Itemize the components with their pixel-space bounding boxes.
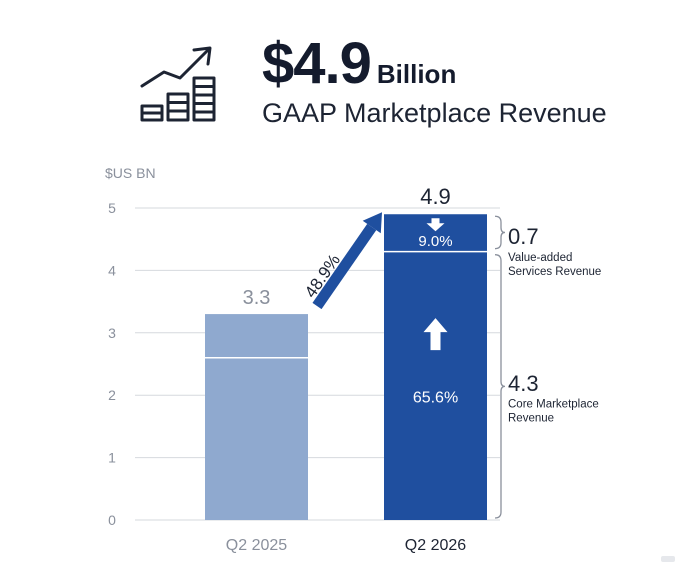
- y-tick-label: 0: [108, 512, 116, 528]
- y-axis-label: $US BN: [105, 165, 156, 181]
- bar: [205, 314, 308, 520]
- bar-total-label: 3.3: [243, 287, 271, 309]
- headline-subtitle: GAAP Marketplace Revenue: [262, 98, 607, 128]
- y-tick-label: 4: [108, 262, 116, 278]
- segment-value-label: 0.7: [508, 224, 539, 249]
- headline-unit: Billion: [376, 59, 457, 89]
- segment-name-label: Core Marketplace: [508, 399, 599, 411]
- headline: $4.9 Billion: [262, 30, 456, 97]
- segment-growth-label: 9.0%: [418, 233, 452, 250]
- corner-mark: [661, 556, 675, 562]
- y-tick-label: 1: [108, 450, 116, 466]
- x-tick-label: Q2 2026: [405, 537, 466, 554]
- brace-core: [494, 254, 506, 519]
- segment-name-label: Services Revenue: [508, 266, 601, 278]
- segment-name-label: Revenue: [508, 412, 554, 424]
- y-tick-label: 5: [108, 200, 116, 216]
- segment-name-label: Value-added: [508, 252, 572, 264]
- growth-arrow-shaft: [312, 223, 377, 310]
- segment-growth-label: 65.6%: [413, 390, 458, 407]
- bar: [384, 214, 487, 520]
- x-tick-label: Q2 2025: [226, 537, 287, 554]
- headline-value: $4.9: [262, 31, 372, 96]
- up-arrow-icon: [423, 318, 448, 351]
- brace-vas: [494, 215, 506, 250]
- bar-total-label: 4.9: [420, 184, 451, 209]
- revenue-chart: $US BN 0 1 2 3 4 5 3.3 Q2 2025 4.9 Q2 2026 9.0% 65.6…: [105, 165, 601, 554]
- growth-arrow-head: [362, 212, 382, 234]
- y-tick-label: 3: [108, 325, 116, 341]
- segment-value-label: 4.3: [508, 371, 539, 396]
- down-arrow-icon: [426, 218, 445, 232]
- y-tick-label: 2: [108, 387, 116, 403]
- growth-chart-icon: [140, 46, 216, 122]
